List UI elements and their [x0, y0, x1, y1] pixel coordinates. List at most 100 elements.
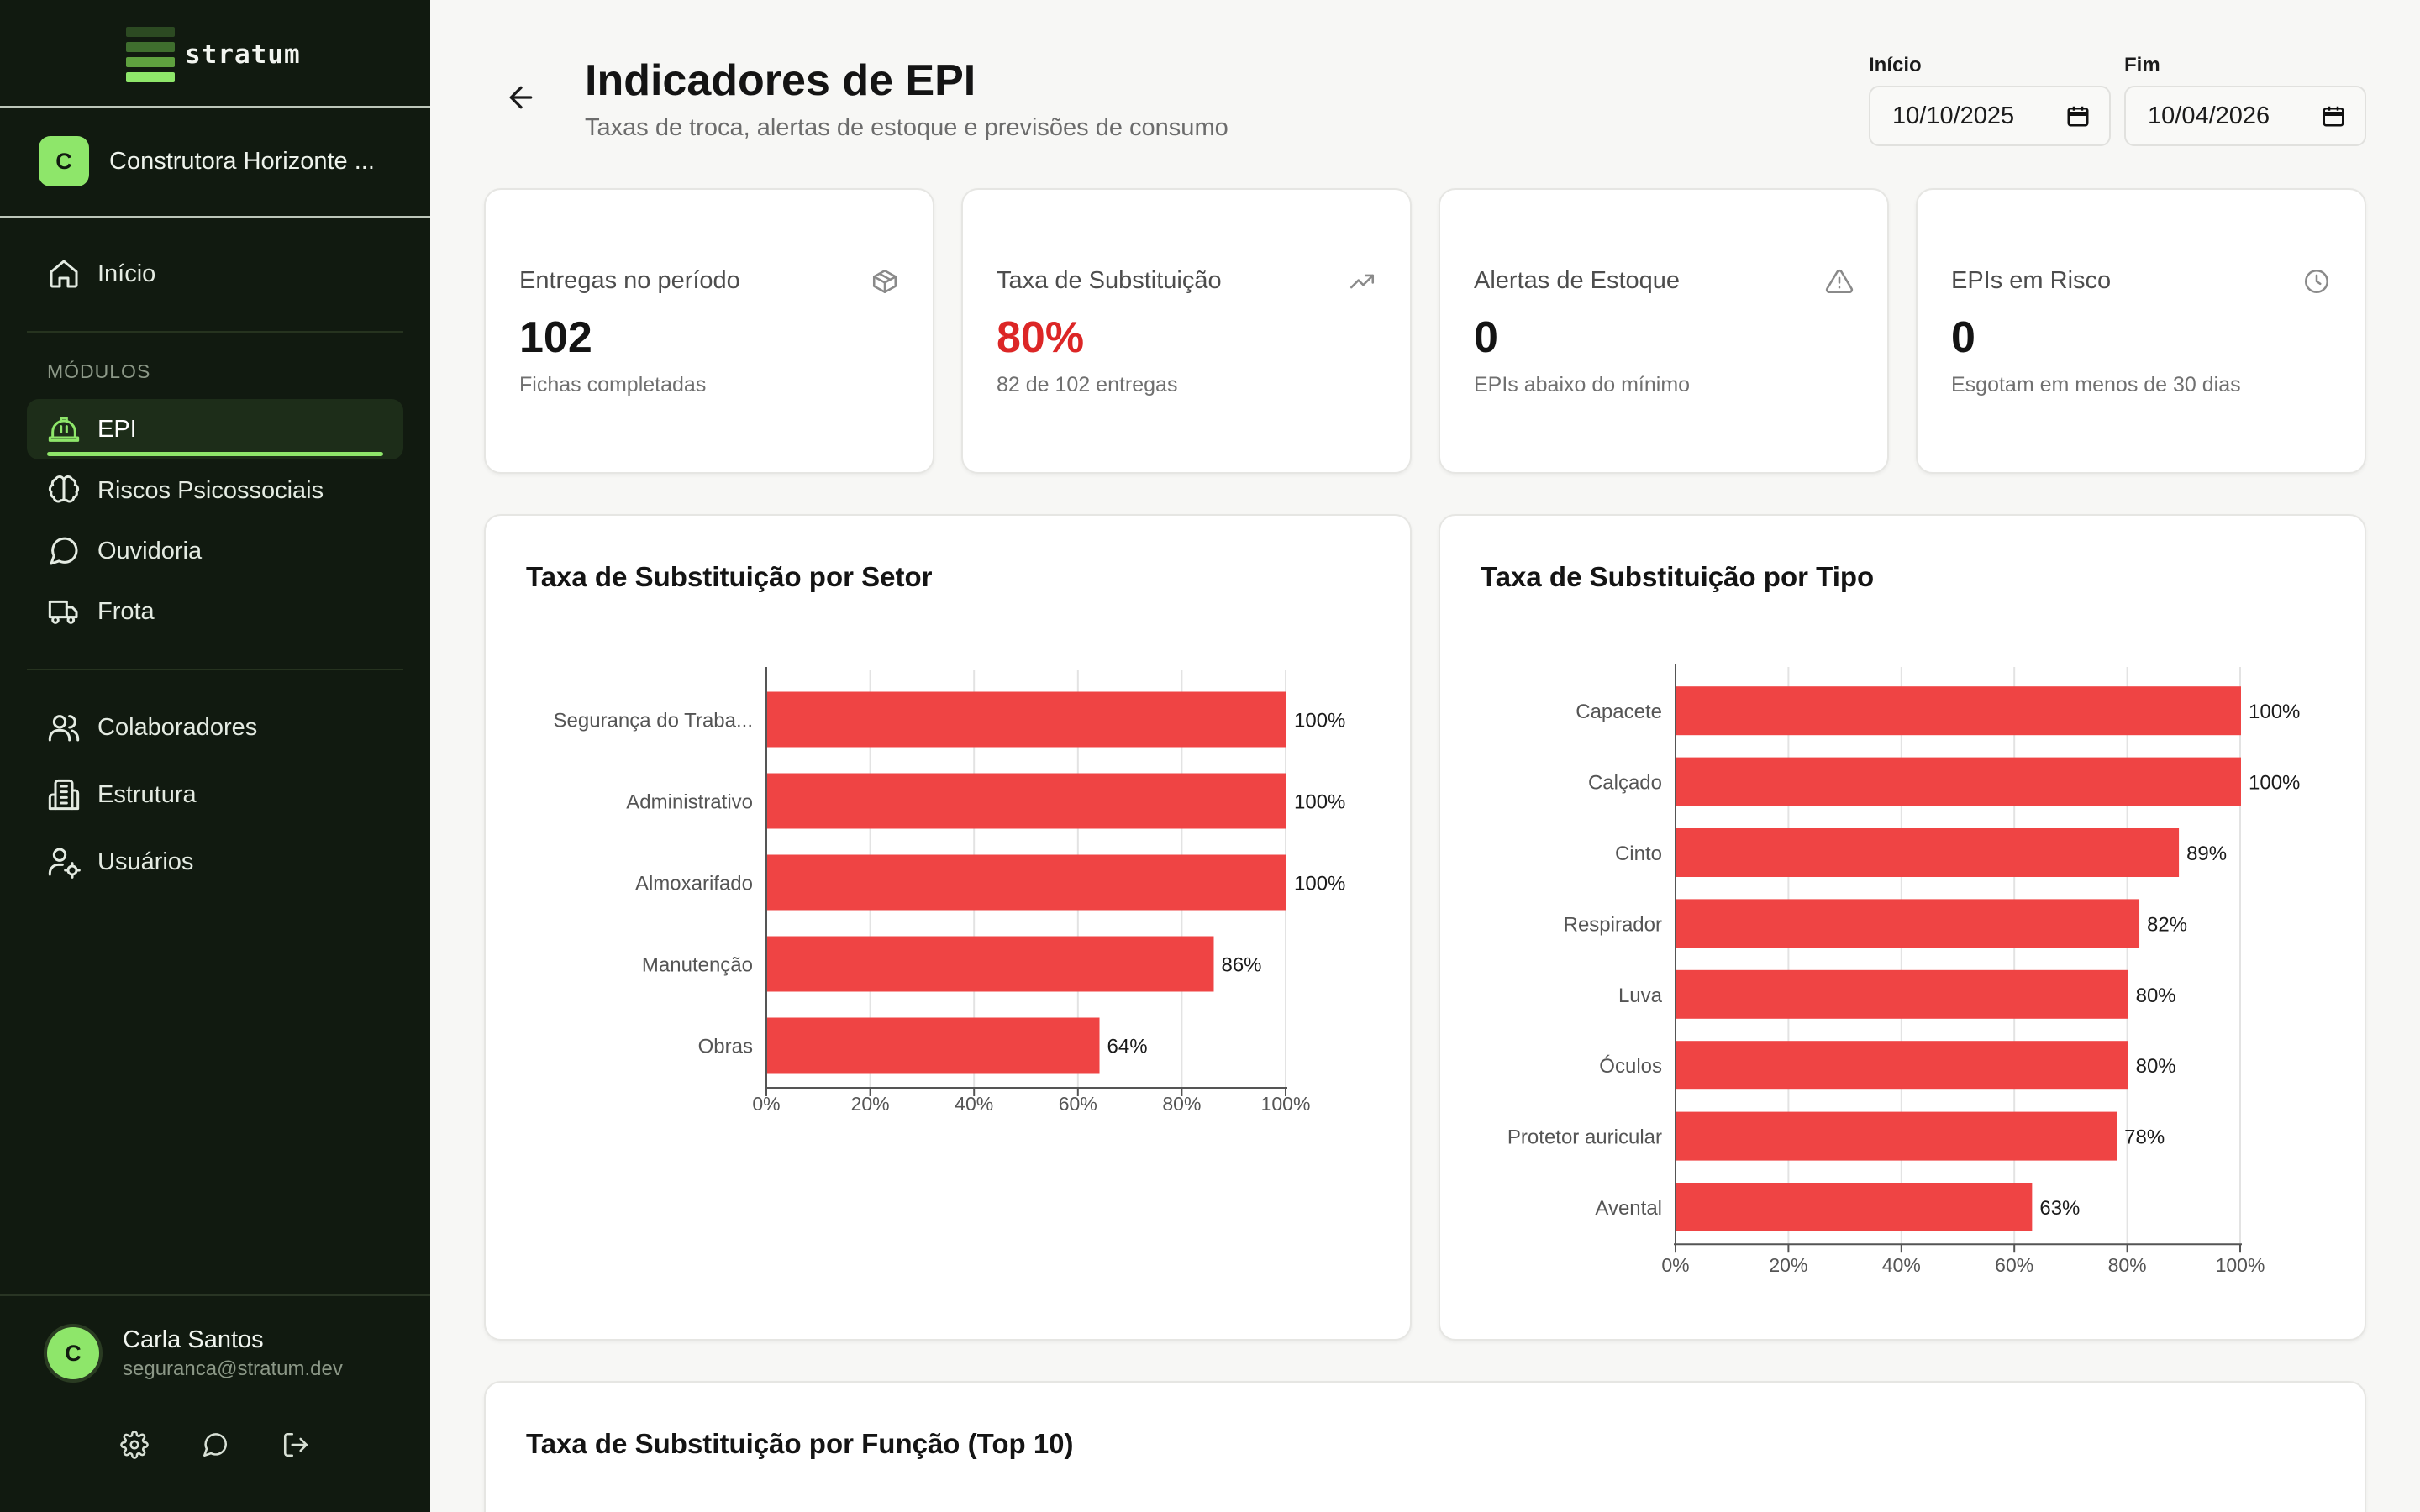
sidebar-footer: [118, 1428, 313, 1462]
org-name: Construtora Horizonte ...: [109, 147, 375, 175]
kpi-subtext: Fichas completadas: [519, 373, 707, 396]
data-label: 100%: [2249, 772, 2300, 795]
data-label: 100%: [1294, 710, 1345, 732]
chart-card-setor: Taxa de Substituição por Setor Segurança…: [484, 514, 1412, 1341]
nav-label: Ouvidoria: [97, 537, 203, 564]
end-date-value: 10/04/2026: [2148, 102, 2270, 129]
start-date-group: Início 10/10/2025: [1869, 54, 2111, 146]
category-label: Segurança do Traba...: [554, 710, 754, 732]
data-label: 100%: [2249, 701, 2300, 723]
kpi-subtext: EPIs abaixo do mínimo: [1474, 373, 1691, 396]
back-button[interactable]: [504, 81, 538, 114]
nav-label: Início: [97, 260, 156, 287]
users-icon: [48, 715, 80, 742]
truck-icon: [48, 600, 78, 624]
brand-logo[interactable]: stratum: [126, 25, 301, 84]
chart-bar: [767, 691, 1286, 748]
divider: [0, 106, 430, 108]
divider: [27, 331, 403, 333]
chart-bar: [1676, 1183, 2033, 1231]
category-label: Obras: [698, 1036, 753, 1058]
kpi-label: EPIs em Risco: [1951, 267, 2112, 294]
kpi-card-alertas-estoque: Alertas de Estoque 0 EPIs abaixo do míni…: [1439, 188, 1889, 474]
category-label: Protetor auricular: [1507, 1126, 1662, 1149]
user-name: Carla Santos: [123, 1326, 264, 1353]
category-label: Cinto: [1615, 843, 1662, 865]
data-label: 63%: [2039, 1197, 2080, 1220]
x-tick-label: 40%: [1882, 1254, 1921, 1276]
category-label: Luva: [1618, 984, 1663, 1007]
nav-item-epi[interactable]: EPI: [27, 399, 403, 459]
category-label: Óculos: [1599, 1055, 1662, 1078]
nav-item-usuarios[interactable]: Usuários: [27, 832, 403, 892]
kpi-value: 102: [519, 313, 592, 362]
end-date-group: Fim 10/04/2026: [2124, 54, 2366, 146]
nav-label: Estrutura: [97, 780, 197, 808]
chart-title: Taxa de Substituição por Setor: [526, 561, 933, 592]
user-email: seguranca@stratum.dev: [123, 1357, 343, 1380]
data-label: 86%: [1221, 954, 1261, 977]
end-date-input[interactable]: 10/04/2026: [2124, 86, 2366, 146]
kpi-card-epis-risco: EPIs em Risco 0 Esgotam em menos de 30 d…: [1916, 188, 2366, 474]
nav-item-colaboradores[interactable]: Colaboradores: [27, 697, 403, 758]
nav-item-inicio[interactable]: Início: [27, 244, 403, 304]
chart-title: Taxa de Substituição por Função (Top 10): [526, 1428, 1074, 1459]
nav-item-frota[interactable]: Frota: [27, 581, 403, 642]
nav-item-ouvidoria[interactable]: Ouvidoria: [27, 521, 403, 581]
chat-button[interactable]: [198, 1428, 232, 1462]
home-icon: [50, 260, 78, 288]
x-tick-label: 60%: [1995, 1254, 2033, 1276]
x-tick-label: 60%: [1059, 1093, 1097, 1115]
message-circle-icon: [50, 537, 78, 565]
calendar-icon: [2323, 106, 2344, 127]
data-label: 100%: [1294, 873, 1345, 895]
kpi-value: 0: [1951, 313, 1975, 362]
stratum-logo-icon: [126, 27, 175, 82]
settings-icon: [120, 1431, 149, 1459]
logout-icon: [283, 1432, 308, 1457]
data-label: 89%: [2186, 843, 2227, 865]
chart-bar: [1676, 899, 2140, 948]
type-bar-chart: Capacete 100% Calçado 100% Cinto 89% Respirado…: [1507, 664, 2300, 1276]
brand-name: stratum: [185, 39, 301, 70]
x-tick-label: 20%: [1769, 1254, 1807, 1276]
nav-label: Frota: [97, 597, 155, 625]
data-label: 80%: [2136, 984, 2176, 1007]
nav-label: Colaboradores: [97, 713, 258, 741]
user-profile[interactable]: C Carla Santos seguranca@stratum.dev: [44, 1324, 343, 1383]
org-avatar: C: [39, 136, 89, 186]
chart-bar: [1676, 1041, 2128, 1090]
chart-bar: [767, 936, 1214, 992]
org-switcher[interactable]: C Construtora Horizonte ...: [39, 134, 408, 188]
category-label: Avental: [1595, 1197, 1662, 1220]
category-label: Administrativo: [626, 791, 753, 814]
chart-bar: [1676, 757, 2241, 806]
kpi-subtext: Esgotam em menos de 30 dias: [1951, 373, 2241, 396]
x-tick-label: 0%: [752, 1093, 780, 1115]
data-label: 100%: [1294, 791, 1345, 814]
x-tick-label: 40%: [955, 1093, 993, 1115]
x-tick-label: 100%: [2216, 1254, 2265, 1276]
arrow-left-icon: [509, 86, 533, 109]
settings-button[interactable]: [118, 1428, 151, 1462]
nav-item-estrutura[interactable]: Estrutura: [27, 764, 403, 825]
category-label: Calçado: [1588, 772, 1662, 795]
x-tick-label: 20%: [851, 1093, 890, 1115]
chart-card-tipo: Taxa de Substituição por Tipo Capacete 10…: [1439, 514, 2366, 1341]
data-label: 64%: [1107, 1036, 1148, 1058]
nav-item-riscos-psicossociais[interactable]: Riscos Psicossociais: [27, 460, 403, 521]
x-tick-label: 80%: [1162, 1093, 1201, 1115]
end-date-label: Fim: [2124, 54, 2160, 76]
chart-bar: [1676, 686, 2241, 736]
divider: [0, 1294, 430, 1296]
divider: [0, 216, 430, 218]
chart-bar: [767, 1017, 1100, 1074]
divider: [27, 669, 403, 670]
logout-button[interactable]: [279, 1428, 313, 1462]
category-label: Respirador: [1564, 913, 1662, 936]
data-label: 78%: [2124, 1126, 2165, 1149]
start-date-input[interactable]: 10/10/2025: [1869, 86, 2111, 146]
sidebar: stratum C Construtora Horizonte ... Iníc…: [0, 0, 430, 1512]
alert-triangle-icon: [1825, 269, 1854, 294]
active-indicator: [47, 452, 383, 456]
